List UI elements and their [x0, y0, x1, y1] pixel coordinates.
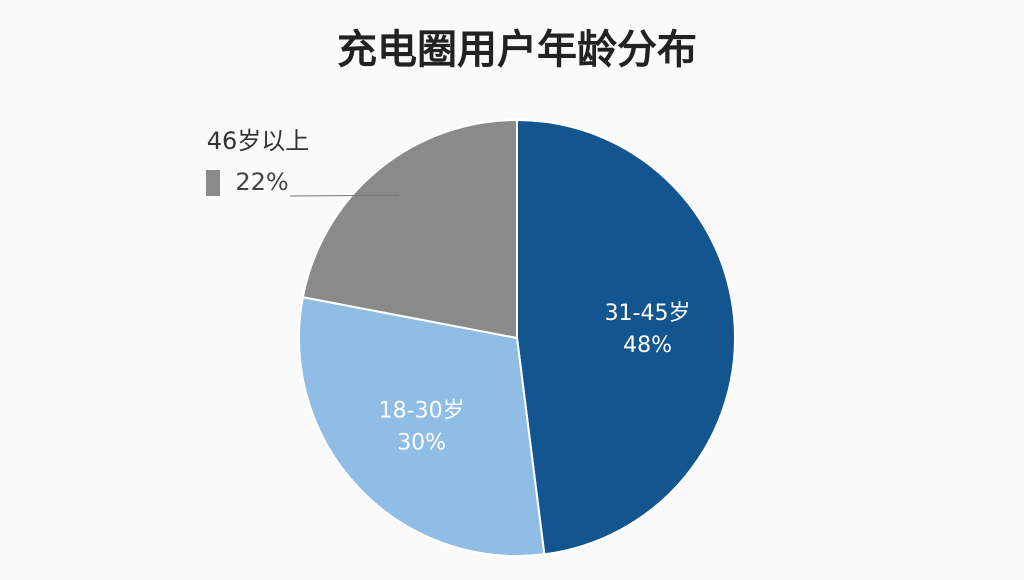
- pie-slice: [298, 295, 546, 557]
- pie-slice: [516, 118, 736, 556]
- chart-title: 充电圈用户年龄分布: [337, 27, 697, 73]
- slice-category-label: 31-45岁: [605, 301, 691, 326]
- pie-slice: [301, 118, 518, 340]
- leader-line: [289, 194, 399, 197]
- slice-category-label: 18-30岁: [379, 399, 465, 424]
- slice-category-label: 46岁以上: [207, 127, 310, 155]
- slice-value-label: 22%: [235, 168, 288, 196]
- legend-swatch: [206, 170, 220, 196]
- slice-value-label: 30%: [397, 431, 446, 456]
- slice-value-label: 48%: [623, 333, 672, 358]
